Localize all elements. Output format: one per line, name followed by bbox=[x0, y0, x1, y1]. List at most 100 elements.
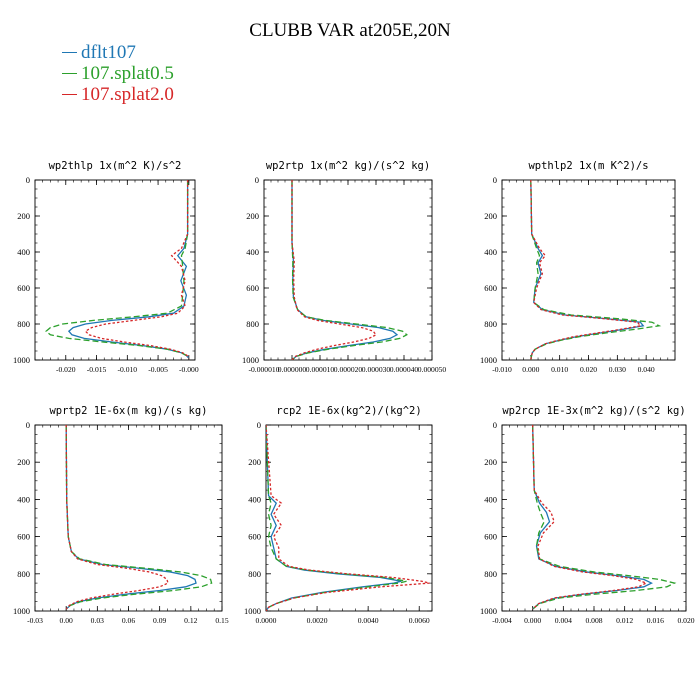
y-tick-label: 200 bbox=[484, 211, 497, 221]
series-line-107-splat0-5 bbox=[291, 180, 408, 360]
x-tick-label: 0.15 bbox=[215, 616, 228, 625]
series-line-107-splat2-0 bbox=[84, 180, 190, 359]
y-tick-label: 400 bbox=[484, 494, 497, 504]
x-tick-label: 0.06 bbox=[122, 616, 135, 625]
y-tick-label: 1000 bbox=[13, 355, 30, 365]
panel-title: wp2rtp 1x(m^2 kg)/(s^2 kg) bbox=[266, 160, 430, 172]
panel-title: rcp2 1E-6x(kg^2)/(kg^2) bbox=[276, 405, 421, 417]
y-tick-label: 0 bbox=[257, 420, 261, 430]
y-tick-label: 800 bbox=[248, 569, 261, 579]
x-tick-label: -0.000010 bbox=[248, 365, 279, 374]
x-tick-label: 0.0000 bbox=[256, 616, 277, 625]
x-tick-label: 0.000040 bbox=[390, 365, 419, 374]
x-tick-label: -0.010 bbox=[117, 365, 137, 374]
y-tick-label: 0 bbox=[26, 175, 30, 185]
y-tick-label: 1000 bbox=[242, 355, 259, 365]
y-tick-label: 800 bbox=[17, 569, 30, 579]
series-line-107-splat0-5 bbox=[530, 180, 662, 360]
series-line-dflt107 bbox=[530, 180, 645, 360]
x-tick-label: 0.020 bbox=[580, 365, 597, 374]
x-tick-label: 0.000010 bbox=[306, 365, 335, 374]
x-tick-label: 0.000 bbox=[524, 616, 541, 625]
y-tick-label: 0 bbox=[26, 420, 30, 430]
chart-panel-4: wprtp2 1E-6x(m kg)/(s kg) 0 200 400 600 800 10… bbox=[13, 405, 229, 625]
x-tick-label: 0.010 bbox=[551, 365, 568, 374]
y-tick-label: 400 bbox=[17, 247, 30, 257]
y-tick-label: 600 bbox=[484, 283, 497, 293]
chart-panel-6: wp2rcp 1E-3x(m^2 kg)/(s^2 kg) 0 200 400 600 8… bbox=[480, 405, 695, 625]
x-tick-label: -0.020 bbox=[56, 365, 76, 374]
chart-panel-3: wpthlp2 1x(m K^2)/s 0 200 400 600 800 1000-0.0… bbox=[480, 160, 676, 374]
x-tick-label: 0.00 bbox=[60, 616, 73, 625]
y-tick-label: 400 bbox=[248, 494, 261, 504]
x-tick-label: 0.000020 bbox=[334, 365, 363, 374]
series-line-107-splat0-5 bbox=[45, 180, 190, 359]
x-tick-label: -0.004 bbox=[492, 616, 512, 625]
series-line-107-splat0-5 bbox=[532, 425, 677, 610]
x-tick-label: 0.016 bbox=[647, 616, 664, 625]
x-tick-label: 0.0020 bbox=[307, 616, 328, 625]
x-tick-label: 0.030 bbox=[609, 365, 626, 374]
y-tick-label: 0 bbox=[255, 175, 259, 185]
series-line-107-splat0-5 bbox=[65, 425, 213, 610]
y-tick-label: 600 bbox=[248, 532, 261, 542]
y-tick-label: 200 bbox=[17, 211, 30, 221]
panel-title: wp2thlp 1x(m^2 K)/s^2 bbox=[49, 160, 182, 172]
plot-frame bbox=[265, 424, 433, 612]
legend-entry-splat0-5: 107.splat0.5 bbox=[62, 63, 174, 84]
x-tick-label: 0.040 bbox=[638, 365, 655, 374]
x-tick-label: 0.000 bbox=[522, 365, 539, 374]
panel-title: wprtp2 1E-6x(m kg)/(s kg) bbox=[49, 405, 207, 417]
y-tick-label: 600 bbox=[484, 532, 497, 542]
legend-entry-dflt107: dflt107 bbox=[62, 42, 174, 63]
x-tick-label: -0.000 bbox=[179, 365, 199, 374]
x-tick-label: 0.004 bbox=[555, 616, 572, 625]
x-tick-label: 0.03 bbox=[91, 616, 104, 625]
x-tick-label: 0.0040 bbox=[358, 616, 379, 625]
series-line-107-splat2-0 bbox=[65, 425, 169, 610]
x-tick-label: -0.03 bbox=[27, 616, 43, 625]
y-tick-label: 200 bbox=[17, 457, 30, 467]
series-line-107-splat2-0 bbox=[530, 180, 642, 360]
series-line-107-splat2-0 bbox=[291, 180, 377, 360]
series-line-dflt107 bbox=[65, 425, 197, 610]
plot-frame bbox=[34, 424, 223, 612]
y-tick-label: 1000 bbox=[13, 606, 30, 616]
x-tick-label: -0.010 bbox=[492, 365, 512, 374]
series-line-107-splat2-0 bbox=[532, 425, 648, 610]
y-tick-label: 800 bbox=[484, 319, 497, 329]
y-tick-label: 0 bbox=[493, 420, 497, 430]
series-line-107-splat2-0 bbox=[266, 425, 430, 611]
y-tick-label: 0 bbox=[493, 175, 497, 185]
chart-panel-5: rcp2 1E-6x(kg^2)/(kg^2) 0 200 400 600 800 1000… bbox=[244, 405, 433, 625]
plot-frame bbox=[263, 179, 433, 361]
legend-label: 107.splat0.5 bbox=[81, 63, 174, 84]
legend-swatch bbox=[62, 73, 77, 74]
x-tick-label: 0.008 bbox=[585, 616, 602, 625]
series-line-107-splat0-5 bbox=[266, 425, 407, 611]
x-tick-label: 0.09 bbox=[153, 616, 166, 625]
page-title: CLUBB VAR at205E,20N bbox=[249, 20, 451, 41]
legend-label: 107.splat2.0 bbox=[81, 84, 174, 105]
y-tick-label: 200 bbox=[484, 457, 497, 467]
y-tick-label: 200 bbox=[246, 211, 259, 221]
plot-frame bbox=[34, 179, 196, 361]
legend-swatch bbox=[62, 94, 77, 95]
legend: dflt107 107.splat0.5 107.splat2.0 bbox=[62, 42, 174, 105]
legend-label: dflt107 bbox=[81, 42, 136, 63]
panel-title: wp2rcp 1E-3x(m^2 kg)/(s^2 kg) bbox=[502, 405, 685, 417]
y-tick-label: 200 bbox=[248, 457, 261, 467]
y-tick-label: 800 bbox=[17, 319, 30, 329]
x-tick-label: 0.0060 bbox=[409, 616, 430, 625]
x-tick-label: 0.012 bbox=[616, 616, 633, 625]
chart-panel-1: wp2thlp 1x(m^2 K)/s^2 0 200 400 600 800 1000 -0… bbox=[13, 160, 199, 374]
series-line-dflt107 bbox=[291, 180, 399, 360]
series-line-dflt107 bbox=[266, 425, 402, 611]
plot-frame bbox=[501, 179, 676, 361]
y-tick-label: 400 bbox=[246, 247, 259, 257]
y-tick-label: 600 bbox=[17, 283, 30, 293]
y-tick-label: 600 bbox=[246, 283, 259, 293]
y-tick-label: 400 bbox=[484, 247, 497, 257]
y-tick-label: 800 bbox=[246, 319, 259, 329]
